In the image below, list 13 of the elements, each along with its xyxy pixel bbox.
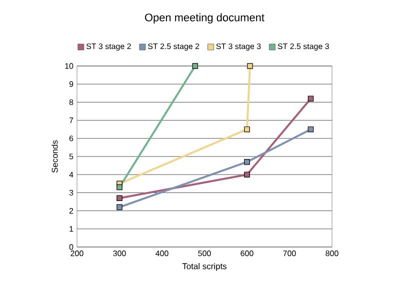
point [308,96,314,102]
point [116,204,122,210]
y-axis-title: Seconds [52,140,58,173]
point [244,159,250,165]
point [308,126,314,132]
point [116,184,122,190]
point [244,172,250,178]
point [116,195,122,202]
x-axis-title: Total scripts [182,263,227,271]
chart-title: Open meeting document [145,13,264,24]
point [192,63,198,69]
point [247,63,253,69]
point [244,126,250,132]
